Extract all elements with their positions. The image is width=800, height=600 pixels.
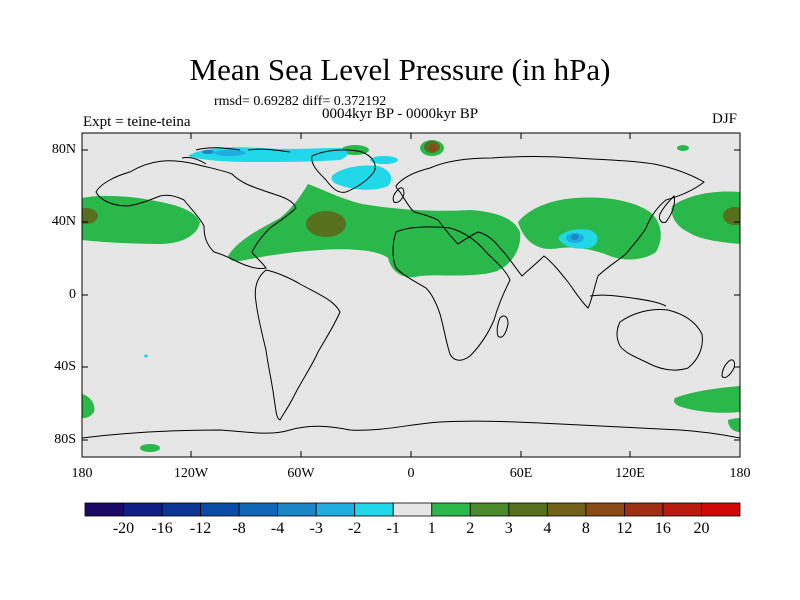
anomaly-negative-arctic-mid [214, 150, 246, 156]
colorbar-swatch [662, 502, 702, 517]
colorbar-label: 12 [616, 520, 633, 537]
season-label: DJF [712, 111, 738, 127]
rmsd-diff-stats: rmsd= 0.69282 diff= 0.372192 [214, 94, 387, 109]
coastline-africa [392, 226, 511, 361]
coastline-australia [616, 309, 703, 371]
coastline-indonesia [589, 294, 667, 307]
lon-label-0: 0 [407, 466, 415, 481]
anomaly-core-atlantic [306, 211, 346, 237]
lon-label-120e: 120E [615, 466, 645, 481]
lat-label-40n: 40N [51, 214, 76, 229]
anomaly-region-chukotka [677, 145, 689, 151]
colorbar-swatch [161, 502, 201, 517]
lat-label-80s: 80S [54, 432, 76, 447]
colorbar-label: -2 [348, 520, 362, 537]
lon-label-60w: 60W [287, 466, 315, 481]
lat-label-40s: 40S [54, 359, 76, 374]
lon-label-180-right: 180 [729, 466, 751, 481]
map-background [82, 133, 740, 457]
colorbar-swatch [84, 502, 124, 517]
anomaly-region-antarctic-east [728, 418, 740, 432]
coastline-south-america [254, 269, 341, 421]
time-period: 0004kyr BP - 0000kyr BP [322, 106, 479, 122]
colorbar-label: -16 [151, 520, 173, 537]
anomaly-core-scandinavia-brown [429, 144, 437, 152]
coastline-madagascar [496, 315, 509, 338]
colorbar-label: 3 [504, 520, 513, 537]
colorbar-label: -1 [386, 520, 400, 537]
colorbar-swatch [315, 502, 356, 517]
lon-label-180-left: 180 [71, 466, 93, 481]
map-title: Mean Sea Level Pressure (in hPa) [189, 52, 611, 87]
anomaly-region-north-pacific-west [82, 195, 200, 244]
colorbar-label: -4 [270, 520, 285, 537]
colorbar-label: -12 [189, 520, 212, 537]
coastline-antarctica [82, 420, 740, 439]
colorbar-swatch [624, 502, 664, 517]
coastline-arctic-islands [181, 147, 291, 165]
lat-label-80n: 80N [51, 142, 76, 157]
lat-ticks [82, 149, 740, 441]
colorbar-swatch [546, 502, 587, 517]
colorbar-swatch [701, 502, 741, 517]
colorbar-swatch [392, 502, 433, 517]
experiment-label: Expt = teine-teina [83, 114, 191, 130]
anomaly-core-pacific-west [82, 208, 98, 224]
lat-label-0: 0 [69, 287, 76, 302]
anomaly-region-southern-west [82, 394, 95, 418]
coastline-north-america [95, 160, 297, 269]
anomaly-negative-pacific-dot [144, 354, 148, 358]
colorbar-label: -8 [232, 520, 246, 537]
anomaly-region-north-atlantic [228, 184, 521, 278]
colorbar-label: 16 [654, 520, 671, 537]
colorbar-swatch [585, 502, 625, 517]
colorbar-swatch [354, 502, 394, 517]
anomaly-region-asia [518, 197, 661, 260]
anomaly-core-pacific-east [723, 207, 740, 225]
colorbar-swatch [238, 502, 279, 517]
anomaly-negative-tibet-core [571, 234, 579, 240]
colorbar-label: 4 [543, 520, 552, 537]
coastline-greenland [311, 149, 376, 193]
coastline-new-zealand [721, 359, 735, 379]
anomaly-region-north-pacific-east [671, 191, 740, 244]
anomaly-negative-greenland [331, 165, 392, 190]
colorbar-swatch [200, 502, 240, 517]
colorbar-label: 2 [466, 520, 475, 537]
anomaly-region-patagonia-small [140, 444, 160, 452]
coastlines [82, 147, 740, 439]
anomaly-negative-arctic-core [202, 150, 214, 154]
colorbar-swatch [508, 502, 548, 517]
colorbar-swatch [277, 502, 317, 517]
lon-label-60e: 60E [509, 466, 533, 481]
coastline-britain [392, 187, 405, 203]
anomaly-region-southern-pacific [674, 386, 740, 413]
colorbar-label: 1 [427, 520, 436, 537]
colorbar-swatch [431, 502, 471, 517]
lon-label-120w: 120W [173, 466, 209, 481]
colorbar-label: 8 [581, 520, 590, 537]
lon-ticks [190, 133, 631, 457]
colorbar-label: -3 [309, 520, 323, 537]
coastline-eurasia [395, 156, 705, 309]
colorbar [84, 502, 741, 517]
colorbar-label: 20 [693, 520, 710, 537]
anomaly-negative-barents [370, 156, 398, 164]
coastline-japan [659, 195, 675, 223]
colorbar-label: -20 [112, 520, 135, 537]
colorbar-swatch [469, 502, 510, 517]
colorbar-swatch [123, 502, 163, 517]
